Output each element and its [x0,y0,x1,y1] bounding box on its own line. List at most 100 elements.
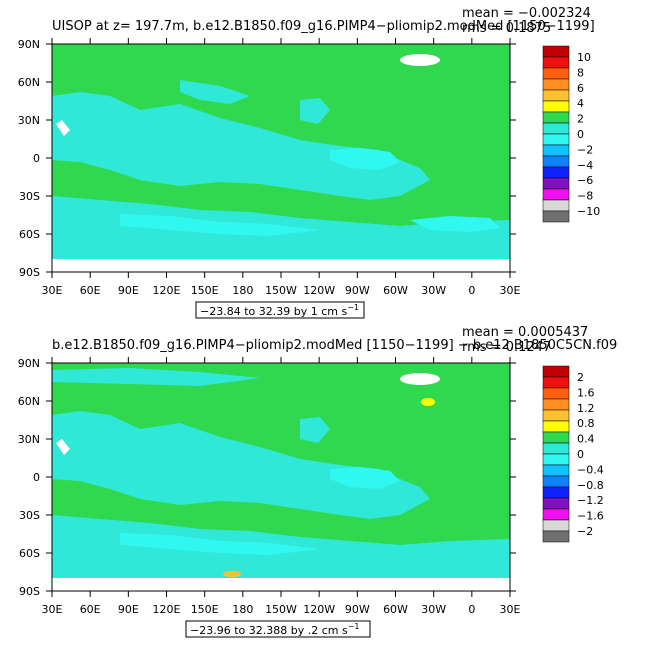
colorbar-label: −1.2 [577,494,604,507]
x-tick-label: 180 [232,603,253,616]
x-tick-label: 120W [303,284,335,297]
colorbar-swatch [542,166,570,179]
y-tick-label: 30N [18,433,40,446]
panel-2-colorbar: 2 1.6 1.2 0.8 0.4 0 −0.4 −0.8 −1.2 −1.6 −2 [542,365,604,543]
y-tick-label: 90N [18,38,40,51]
y-tick-label: 60S [19,547,40,560]
panel-2-title: b.e12.B1850.f09_g16.PIMP4−pliomip2.modMe… [52,338,617,353]
colorbar-swatch [542,420,570,433]
y-tick-label: 90S [19,266,40,279]
y-tick-label: 60N [18,395,40,408]
x-tick-label: 120E [153,284,181,297]
panel-2-y-ticks: 90N 60N 30N 0 30S 60S 90S [18,357,516,598]
x-tick-label: 180 [232,284,253,297]
colorbar-swatch [542,453,570,466]
colorbar-label: 10 [577,51,591,64]
x-tick-label: 90W [345,284,370,297]
colorbar-swatch [542,100,570,113]
colorbar-label: 1.6 [577,386,595,399]
y-tick-label: 30S [19,509,40,522]
panel-1-colorbar: 10 8 6 4 2 0 −2 −4 −6 −8 −10 [542,45,600,223]
colorbar-swatch [542,387,570,400]
colorbar-swatch [542,519,570,532]
colorbar-label: 4 [577,97,584,110]
y-tick-label: 0 [33,152,40,165]
colorbar-swatch [542,464,570,477]
colorbar-label: 0 [577,128,584,141]
x-tick-label: 60W [383,603,408,616]
x-tick-label: 120E [153,603,181,616]
colorbar-swatch [542,398,570,411]
panel-1-x-ticks: 30E 60E 90E 120E 150E 180 150W 120W 90W 60W 30W 0 30… [42,38,521,297]
colorbar-swatch [542,56,570,69]
x-tick-label: 90W [345,603,370,616]
x-tick-label: 30E [500,603,521,616]
x-tick-label: 150W [265,284,297,297]
panel-2-range-text: −23.96 to 32.388 by .2 cm s [190,624,348,637]
colorbar-label: −4 [577,159,593,172]
y-tick-label: 0 [33,471,40,484]
colorbar-label: 0 [577,448,584,461]
x-tick-label: 150W [265,603,297,616]
x-tick-label: 30W [421,284,446,297]
colorbar-swatch [542,78,570,91]
colorbar-label: −1.6 [577,510,604,523]
panel-1-rms: rms = 0.1875 [462,21,551,36]
colorbar-swatch [542,67,570,80]
colorbar-swatch [542,122,570,135]
colorbar-swatch [542,155,570,168]
colorbar-swatch [542,144,570,157]
x-tick-label: 60W [383,284,408,297]
panel-1-range-sup: −1 [347,303,359,312]
colorbar-label: 2 [577,113,584,126]
panel-2-mean: mean = 0.0005437 [462,325,588,340]
panel-2-range-box: −23.96 to 32.388 by .2 cm s−1 [185,620,371,638]
colorbar-swatch [542,486,570,499]
panel-2-rms: rms = 0.1247 [462,340,551,355]
x-tick-label: 30E [42,284,63,297]
colorbar-swatch [542,365,570,378]
colorbar-swatch [542,199,570,212]
x-tick-label: 60E [80,603,101,616]
colorbar-swatch [542,89,570,102]
y-tick-label: 30S [19,190,40,203]
panel-2-x-ticks: 30E 60E 90E 120E 150E 180 150W 120W 90W 60W 30W 0 30… [42,357,521,616]
x-tick-label: 90E [118,603,139,616]
svg-text:−23.84 to 32.39 by 1 cm s−1: −23.84 to 32.39 by 1 cm s−1 [200,303,359,318]
x-tick-label: 0 [468,284,475,297]
colorbar-label: 6 [577,82,584,95]
panel-2-map: 30E 60E 90E 120E 150E 180 150W 120W 90W 60W 30W 0 30… [18,357,521,616]
y-tick-label: 90N [18,357,40,370]
colorbar-swatch [542,111,570,124]
colorbar-swatch [542,409,570,422]
panel-2: b.e12.B1850.f09_g16.PIMP4−pliomip2.modMe… [18,325,617,638]
panel-1-range-box: −23.84 to 32.39 by 1 cm s−1 [195,301,365,319]
x-tick-label: 120W [303,603,335,616]
panel-1-range-text: −23.84 to 32.39 by 1 cm s [200,305,347,318]
colorbar-label: 1.2 [577,402,595,415]
colorbar-swatch [542,210,570,223]
colorbar-swatch [542,442,570,455]
colorbar-label: −2 [577,525,593,538]
colorbar-swatch [542,508,570,521]
y-tick-label: 30N [18,114,40,127]
x-tick-label: 30W [421,603,446,616]
x-tick-label: 90E [118,284,139,297]
panel-1-mean: mean = −0.002324 [462,6,591,21]
colorbar-label: −10 [577,205,600,218]
colorbar-swatch [542,497,570,510]
y-tick-label: 90S [19,585,40,598]
x-tick-label: 150E [191,284,219,297]
colorbar-label: −2 [577,143,593,156]
x-tick-label: 30E [42,603,63,616]
svg-text:−23.96 to 32.388 by .2 cm s−1: −23.96 to 32.388 by .2 cm s−1 [190,622,360,637]
panel-1: UISOP at z= 197.7m, b.e12.B1850.f09_g16.… [18,6,600,319]
colorbar-label: −0.4 [577,463,604,476]
colorbar-label: 0.8 [577,417,595,430]
y-tick-label: 60N [18,76,40,89]
colorbar-label: 2 [577,371,584,384]
panel-1-title: UISOP at z= 197.7m, b.e12.B1850.f09_g16.… [52,19,595,34]
colorbar-label: −0.8 [577,479,604,492]
colorbar-label: 8 [577,66,584,79]
